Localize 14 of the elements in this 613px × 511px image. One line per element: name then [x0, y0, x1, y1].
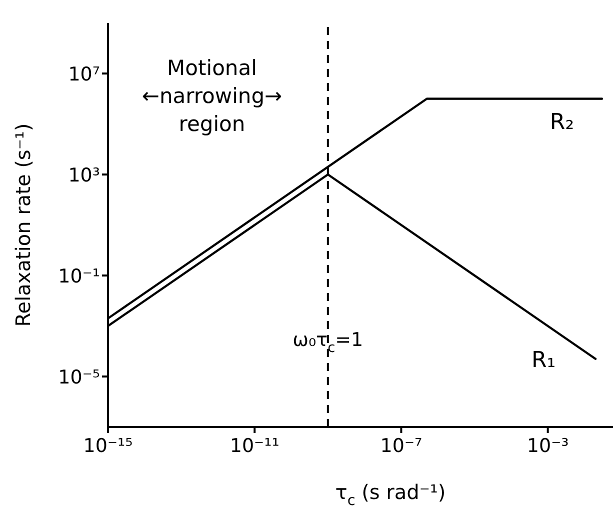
x-tick-label: 10⁻¹⁵ [83, 435, 133, 457]
y-tick-label: 10⁻¹ [58, 266, 100, 288]
y-tick-label: 10⁷ [68, 64, 100, 86]
series-label: R₁ [531, 348, 556, 373]
y-axis-title: Relaxation rate (s⁻¹) [11, 123, 35, 327]
annotation: Motional ←narrowing→ region [142, 56, 282, 136]
y-tick-label: 10⁻⁵ [58, 366, 100, 388]
x-tick-label: 10⁻³ [526, 435, 569, 457]
series-label: R₂ [550, 110, 574, 135]
x-tick-label: 10⁻⁷ [380, 435, 422, 457]
x-tick-label: 10⁻¹¹ [230, 435, 280, 457]
y-tick-label: 10³ [68, 164, 100, 186]
ref-line-label: ω₀τ$_{c}$=1 [292, 329, 364, 356]
x-axis-title: τ$_{c}$ (s rad⁻¹) [335, 480, 446, 509]
